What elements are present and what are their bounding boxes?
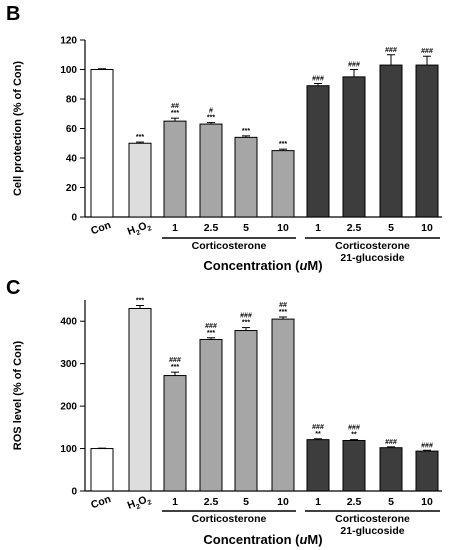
category-label: 1 <box>315 496 321 508</box>
category-label: 2.5 <box>347 496 362 508</box>
bar-3 <box>163 120 187 218</box>
panel-b: B 0 20 40 60 80 100 120 Cell protection (% of Co… <box>6 3 442 273</box>
significance-mark: *** <box>279 141 287 148</box>
significance-mark: ## <box>171 103 179 110</box>
bar-8 <box>342 439 366 492</box>
bar-5 <box>234 330 258 492</box>
bar-9 <box>379 447 403 492</box>
category-label: 10 <box>421 222 433 234</box>
significance-mark: ### <box>205 323 217 330</box>
group-label: Corticosterone <box>192 513 267 525</box>
significance-mark: *** <box>207 115 215 122</box>
x-axis-label: Concentration (uM) <box>203 258 322 273</box>
significance-mark: *** <box>136 134 144 141</box>
bar-1 <box>90 69 114 218</box>
y-tick-label: 0 <box>71 213 77 224</box>
significance-mark: ### <box>312 424 324 431</box>
category-label: 10 <box>277 496 289 508</box>
y-tick-label: 100 <box>60 444 77 455</box>
y-tick-label: 40 <box>66 154 78 165</box>
bar-5 <box>234 136 258 218</box>
significance-mark: ### <box>312 76 324 83</box>
category-label: H2O2 <box>126 218 153 239</box>
y-tick-label: 100 <box>60 65 77 76</box>
significance-mark: *** <box>136 298 144 305</box>
category-label: 2.5 <box>204 222 219 234</box>
y-tick-label: 80 <box>66 95 78 106</box>
group-label: 21-glucoside <box>340 525 404 537</box>
significance-mark: ## <box>279 302 287 309</box>
category-label: H2O2 <box>126 492 153 513</box>
bar-7 <box>306 85 330 218</box>
bar-8 <box>342 76 366 218</box>
bar-2 <box>128 307 152 492</box>
bar-10 <box>415 450 439 492</box>
significance-mark: *** <box>171 110 179 117</box>
y-axis-label: Cell protection (% of Con) <box>12 61 24 196</box>
category-label: Con <box>89 219 112 237</box>
bar-3 <box>163 375 187 492</box>
category-label: 2.5 <box>347 222 362 234</box>
significance-mark: ### <box>169 357 181 364</box>
significance-mark: ### <box>385 439 397 446</box>
y-tick-label: 60 <box>66 124 78 135</box>
significance-mark: *** <box>279 309 287 316</box>
group-label: Corticosterone <box>192 240 267 252</box>
significance-mark: ### <box>421 442 433 449</box>
significance-mark: *** <box>242 128 250 135</box>
significance-mark: ### <box>421 48 433 55</box>
bar-6 <box>271 150 295 218</box>
group-label: 21-glucoside <box>340 252 404 264</box>
significance-mark: *** <box>207 330 215 337</box>
bar-1 <box>90 448 114 492</box>
category-label: 2.5 <box>204 496 219 508</box>
category-label: 5 <box>388 222 394 234</box>
category-label: 1 <box>172 496 178 508</box>
significance-mark: ### <box>385 47 397 54</box>
significance-mark: # <box>209 108 213 115</box>
bar-10 <box>415 64 439 218</box>
bar-4 <box>199 338 223 492</box>
y-tick-label: 400 <box>60 317 77 328</box>
y-tick-label: 20 <box>66 183 78 194</box>
bar-2 <box>128 142 152 218</box>
category-label: 5 <box>243 496 249 508</box>
y-tick-label: 0 <box>71 487 77 498</box>
category-label: 1 <box>315 222 321 234</box>
category-label: 5 <box>388 496 394 508</box>
significance-mark: *** <box>171 364 179 371</box>
x-axis-label: Concentration (uM) <box>203 532 322 547</box>
significance-mark: ** <box>315 431 321 438</box>
significance-mark: *** <box>242 320 250 327</box>
significance-mark: ** <box>351 432 357 439</box>
significance-mark: ### <box>348 425 360 432</box>
category-label: 10 <box>277 222 289 234</box>
y-axis-label: ROS level (% of Con) <box>12 340 24 450</box>
y-tick-label: 300 <box>60 359 77 370</box>
panel-letter: B <box>6 3 20 25</box>
significance-mark: ### <box>240 313 252 320</box>
significance-mark: ### <box>348 62 360 69</box>
category-label: 5 <box>243 222 249 234</box>
category-label: 1 <box>172 222 178 234</box>
y-tick-label: 200 <box>60 402 77 413</box>
group-label: Corticosterone <box>335 240 410 252</box>
bar-7 <box>306 439 330 492</box>
group-label: Corticosterone <box>335 513 410 525</box>
panel-letter: C <box>6 277 20 299</box>
bar-6 <box>271 318 295 492</box>
bar-4 <box>199 123 223 218</box>
y-tick-label: 120 <box>60 36 77 47</box>
category-label: Con <box>89 493 112 511</box>
category-label: 10 <box>421 496 433 508</box>
bar-9 <box>379 64 403 218</box>
